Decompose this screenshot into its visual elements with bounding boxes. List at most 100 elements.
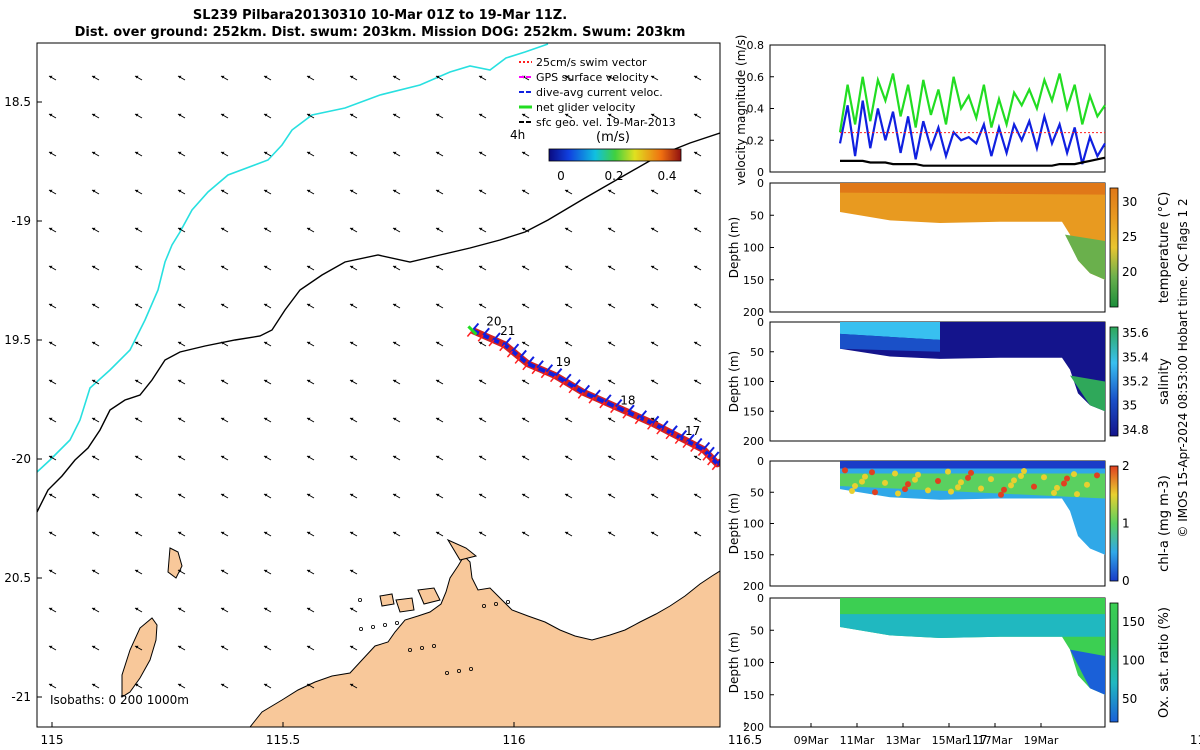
section-colorbar-label: temperature (°C) [1157, 192, 1172, 304]
geo-velocity-arrowhead [307, 151, 311, 155]
current-vector [554, 368, 563, 377]
geo-velocity-arrowhead [393, 379, 397, 383]
geo-velocity-arrowhead [221, 151, 225, 155]
geo-velocity-arrowhead [350, 683, 354, 687]
geo-velocity-arrowhead [565, 189, 569, 193]
geo-velocity-arrowhead [651, 189, 655, 193]
geo-velocity-arrowhead [135, 645, 139, 649]
geo-velocity-arrowhead [436, 151, 440, 155]
scale-label: 4h [510, 128, 525, 142]
geo-velocity-arrowhead [49, 455, 53, 459]
section-data-dot [872, 489, 878, 496]
geo-velocity-arrowhead [350, 189, 354, 193]
section-data-dot [892, 470, 898, 477]
swim-vector [550, 375, 557, 383]
current-vector [511, 343, 520, 352]
geo-velocity-arrowhead [651, 75, 655, 79]
section-y-tick: 0 [757, 177, 764, 190]
swim-vector [577, 391, 584, 399]
geo-velocity-arrowhead [694, 265, 698, 269]
swim-vector [634, 417, 641, 425]
section-colorbar-tick: 50 [1122, 692, 1137, 706]
swim-vector [842, 442, 847, 448]
geo-velocity-arrowhead [436, 113, 440, 117]
geo-velocity-arrowhead [651, 341, 655, 345]
geo-velocity-arrowhead [307, 645, 311, 649]
section-colorbar-tick: 30 [1122, 195, 1137, 209]
section-data-dot [862, 473, 868, 480]
geo-velocity-arrowhead [608, 493, 612, 497]
geo-velocity-arrowhead [565, 417, 569, 421]
geo-velocity-arrowhead [608, 265, 612, 269]
geo-velocity-arrowhead [307, 683, 311, 687]
section-y-tick: 200 [743, 435, 764, 448]
velocity-y-tick: 0 [757, 166, 764, 179]
geo-velocity-arrowhead [264, 303, 268, 307]
current-vector [593, 389, 601, 398]
geo-velocity-arrowhead [178, 75, 182, 79]
geo-velocity-arrowhead [350, 645, 354, 649]
geo-velocity-arrowhead [49, 189, 53, 193]
section-data-dot [912, 476, 918, 483]
geo-velocity-arrowhead [221, 683, 225, 687]
geo-velocity-arrowhead [92, 265, 96, 269]
map-colorbar-tick: 0.2 [604, 169, 623, 183]
geo-velocity-arrowhead [135, 417, 139, 421]
geo-velocity-arrowhead [264, 265, 268, 269]
geo-velocity-arrowhead [178, 493, 182, 497]
map-x-tick-label: 116 [503, 733, 526, 747]
geo-velocity-arrowhead [92, 493, 96, 497]
geo-velocity-arrowhead [350, 341, 354, 345]
geo-velocity-arrowhead [350, 151, 354, 155]
current-vector [604, 394, 612, 403]
swim-vector [916, 454, 921, 460]
geo-velocity-arrowhead [479, 113, 483, 117]
geo-velocity-arrowhead [49, 379, 53, 383]
geo-velocity-arrowhead [221, 265, 225, 269]
land-islet [468, 667, 473, 672]
geo-velocity-arrowhead [178, 645, 182, 649]
geo-velocity-arrowhead [436, 417, 440, 421]
geo-velocity-arrowhead [135, 151, 139, 155]
section-data-patch [1065, 234, 1105, 280]
velocity-series-line [838, 100, 1106, 165]
geo-velocity-arrowhead [307, 569, 311, 573]
geo-velocity-arrowhead [522, 113, 526, 117]
section-data-patch [840, 461, 1105, 469]
current-vector [687, 433, 695, 443]
geo-velocity-arrowhead [264, 113, 268, 117]
geo-velocity-arrowhead [393, 493, 397, 497]
geo-velocity-arrowhead [565, 455, 569, 459]
current-vector [651, 415, 660, 424]
velocity-series-line [838, 73, 1106, 133]
section-data-dot [1011, 477, 1017, 484]
geo-velocity-arrowhead [436, 75, 440, 79]
section-colorbar-tick: 0 [1122, 574, 1130, 588]
geo-velocity-arrowhead [479, 303, 483, 307]
section-data-dot [915, 471, 921, 478]
geo-velocity-arrowhead [178, 341, 182, 345]
geo-velocity-arrowhead [92, 531, 96, 535]
geo-velocity-arrowhead [393, 151, 397, 155]
time-tick-label: 09Mar [794, 734, 829, 747]
geo-velocity-arrowhead [393, 113, 397, 117]
geo-velocity-arrowhead [221, 227, 225, 231]
geo-velocity-arrowhead [522, 455, 526, 459]
section-y-tick: 200 [743, 721, 764, 734]
section-colorbar-tick: 35.6 [1122, 326, 1149, 340]
section-colorbar-label: salinity [1157, 358, 1172, 405]
track-day-label: 18 [620, 393, 635, 407]
map-y-tick-label: -20 [11, 452, 31, 466]
geo-velocity-arrowhead [92, 341, 96, 345]
current-vector [702, 441, 711, 451]
geo-velocity-arrowhead [479, 379, 483, 383]
section-y-tick: 150 [743, 689, 764, 702]
geo-velocity-arrowhead [651, 493, 655, 497]
swim-vector [817, 444, 822, 450]
geo-velocity-arrowhead [178, 189, 182, 193]
land-islet [481, 604, 486, 609]
geo-velocity-arrowhead [49, 341, 53, 345]
geo-velocity-arrowhead [135, 75, 139, 79]
geo-velocity-arrowhead [92, 455, 96, 459]
section-colorbar-tick: 100 [1122, 654, 1145, 668]
